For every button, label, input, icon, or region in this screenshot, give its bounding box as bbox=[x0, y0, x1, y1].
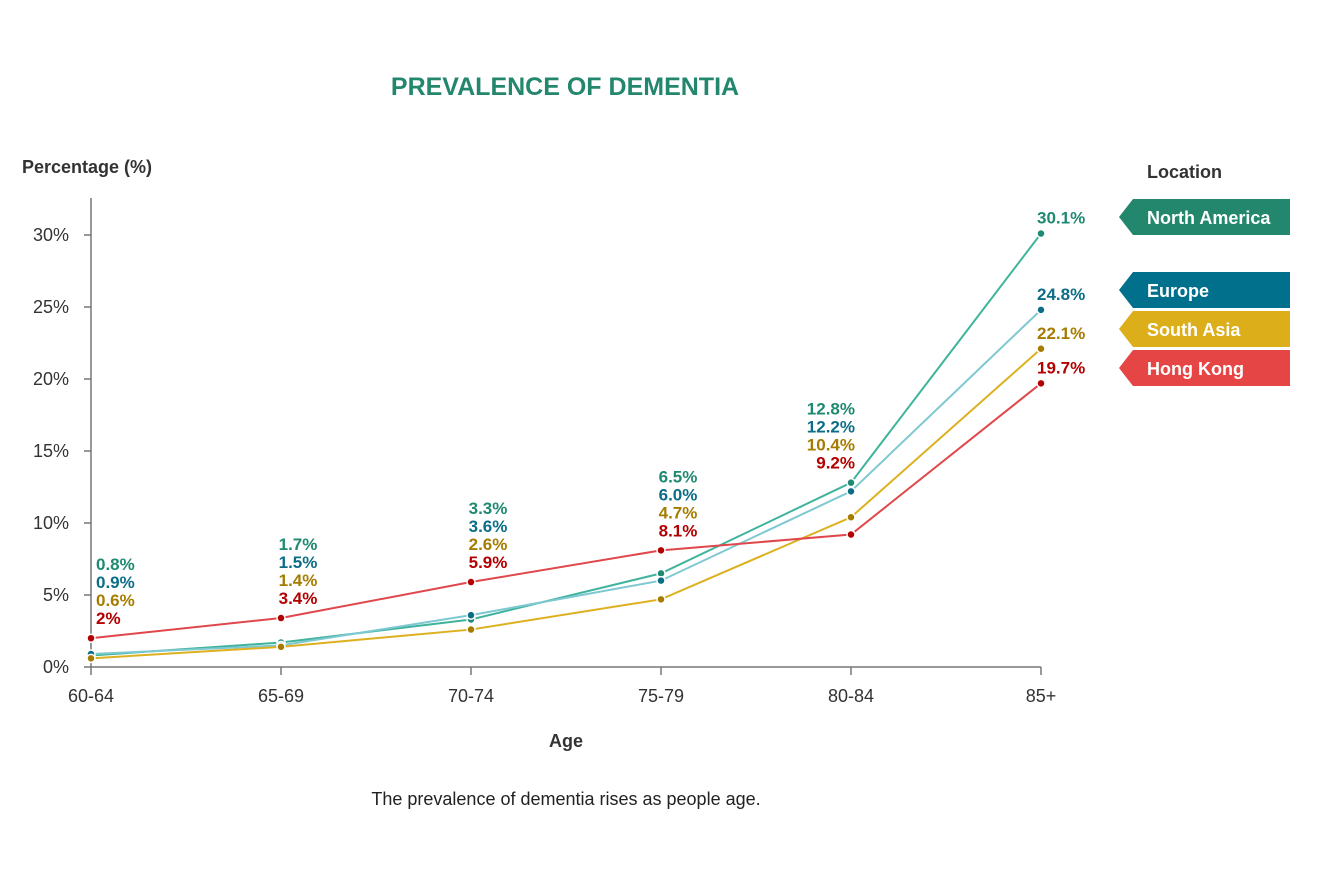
legend-label: South Asia bbox=[1147, 320, 1241, 340]
y-tick-label: 0% bbox=[43, 657, 69, 677]
legend-swatch bbox=[1119, 272, 1290, 308]
data-label: 2% bbox=[96, 609, 121, 628]
data-points bbox=[86, 228, 1046, 664]
data-label: 12.8% bbox=[807, 400, 855, 419]
data-point bbox=[276, 613, 286, 623]
data-label: 3.6% bbox=[469, 517, 508, 536]
data-labels: 0.8%0.9%0.6%2% 1.7%1.5%1.4%3.4% 3.3%3.6%2.… bbox=[96, 209, 1085, 629]
legend-label: Hong Kong bbox=[1147, 359, 1244, 379]
y-tick-label: 25% bbox=[33, 297, 69, 317]
legend-item: North America bbox=[1119, 199, 1290, 235]
legend-label: Europe bbox=[1147, 281, 1209, 301]
legend-swatch bbox=[1119, 311, 1290, 347]
data-label: 1.5% bbox=[279, 553, 318, 572]
data-point bbox=[656, 594, 666, 605]
legend: North America Europe South Asia Hong Kong bbox=[1119, 199, 1290, 386]
y-tick-label: 10% bbox=[33, 513, 69, 533]
series-line bbox=[90, 348, 1042, 660]
data-point bbox=[86, 633, 96, 643]
data-label: 9.2% bbox=[816, 454, 855, 473]
data-point bbox=[1036, 378, 1046, 389]
series-line bbox=[90, 232, 1042, 657]
series-line bbox=[90, 382, 1042, 640]
y-axis-title: Percentage (%) bbox=[22, 157, 152, 177]
data-label: 0.8% bbox=[96, 555, 135, 574]
x-axis-title: Age bbox=[549, 731, 583, 751]
data-point bbox=[656, 575, 666, 586]
data-point bbox=[276, 642, 286, 652]
data-point bbox=[656, 545, 666, 556]
legend-item: Europe bbox=[1119, 272, 1290, 308]
series-lines bbox=[90, 232, 1042, 660]
x-tick-label: 85+ bbox=[1026, 686, 1057, 706]
data-label: 6.5% bbox=[659, 467, 698, 486]
y-tick-label: 20% bbox=[33, 369, 69, 389]
x-tick-label: 65-69 bbox=[258, 686, 304, 706]
y-tick-label: 30% bbox=[33, 225, 69, 245]
data-label: 24.8% bbox=[1037, 285, 1085, 304]
data-label: 3.4% bbox=[279, 589, 318, 608]
legend-label: North America bbox=[1147, 208, 1271, 228]
data-label: 10.4% bbox=[807, 436, 855, 455]
data-label: 6.0% bbox=[659, 485, 698, 504]
data-label: 19.7% bbox=[1037, 358, 1085, 377]
data-point bbox=[466, 577, 476, 587]
chart-title: PREVALENCE OF DEMENTIA bbox=[391, 73, 739, 101]
data-point bbox=[1036, 344, 1046, 354]
data-label: 5.9% bbox=[469, 553, 508, 572]
x-tick-label: 80-84 bbox=[828, 686, 874, 706]
data-point bbox=[1036, 305, 1046, 315]
x-tick-label: 70-74 bbox=[448, 686, 494, 706]
legend-item: South Asia bbox=[1119, 311, 1290, 347]
data-point bbox=[846, 486, 856, 497]
data-label: 4.7% bbox=[659, 503, 698, 522]
axes: 0% 5% 10% 15% 20% 25% 30% 60-64 65-69 70-74 75-79 8… bbox=[33, 198, 1056, 706]
data-label: 3.3% bbox=[469, 499, 508, 518]
data-label: 22.1% bbox=[1037, 324, 1085, 343]
data-point bbox=[846, 529, 856, 540]
legend-swatch bbox=[1119, 199, 1290, 235]
data-point bbox=[1036, 228, 1046, 239]
data-point bbox=[846, 477, 856, 488]
x-tick-label: 75-79 bbox=[638, 686, 684, 706]
legend-swatch bbox=[1119, 350, 1290, 386]
series-line bbox=[90, 309, 1042, 656]
data-label: 12.2% bbox=[807, 418, 855, 437]
data-label: 2.6% bbox=[469, 535, 508, 554]
data-point bbox=[466, 610, 476, 620]
legend-item: Hong Kong bbox=[1119, 350, 1290, 386]
data-point bbox=[466, 624, 476, 635]
data-point bbox=[86, 653, 96, 664]
data-point bbox=[846, 512, 856, 522]
y-tick-label: 15% bbox=[33, 441, 69, 461]
data-label: 30.1% bbox=[1037, 209, 1085, 228]
x-tick-label: 60-64 bbox=[68, 686, 114, 706]
y-tick-label: 5% bbox=[43, 585, 69, 605]
chart-caption: The prevalence of dementia rises as peop… bbox=[371, 789, 760, 809]
data-label: 0.6% bbox=[96, 591, 135, 610]
data-label: 1.7% bbox=[279, 535, 318, 554]
legend-title: Location bbox=[1147, 162, 1222, 182]
data-label: 8.1% bbox=[659, 521, 698, 540]
data-label: 1.4% bbox=[279, 571, 318, 590]
data-label: 0.9% bbox=[96, 573, 135, 592]
